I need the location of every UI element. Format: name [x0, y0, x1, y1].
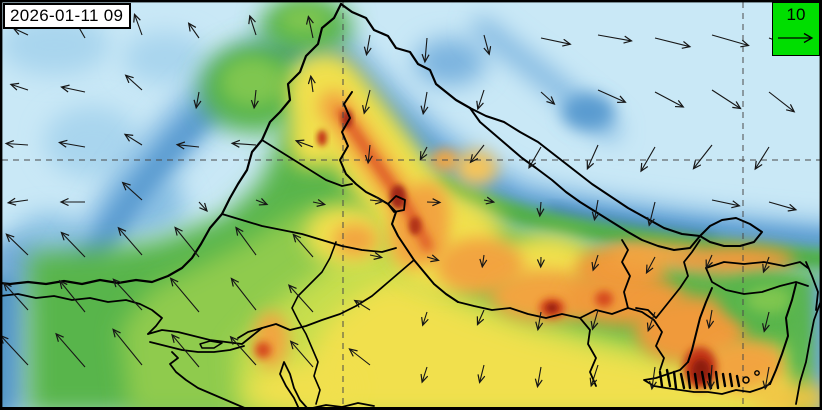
reference-arrow-icon — [778, 32, 814, 44]
wind-scale-value: 10 — [786, 5, 806, 24]
timestamp-label: 2026-01-11 09 — [3, 3, 132, 29]
timestamp-text: 2026-01-11 09 — [10, 6, 124, 25]
wind-arrows — [1, 14, 798, 389]
wind-scale-legend: 10 — [772, 2, 820, 56]
